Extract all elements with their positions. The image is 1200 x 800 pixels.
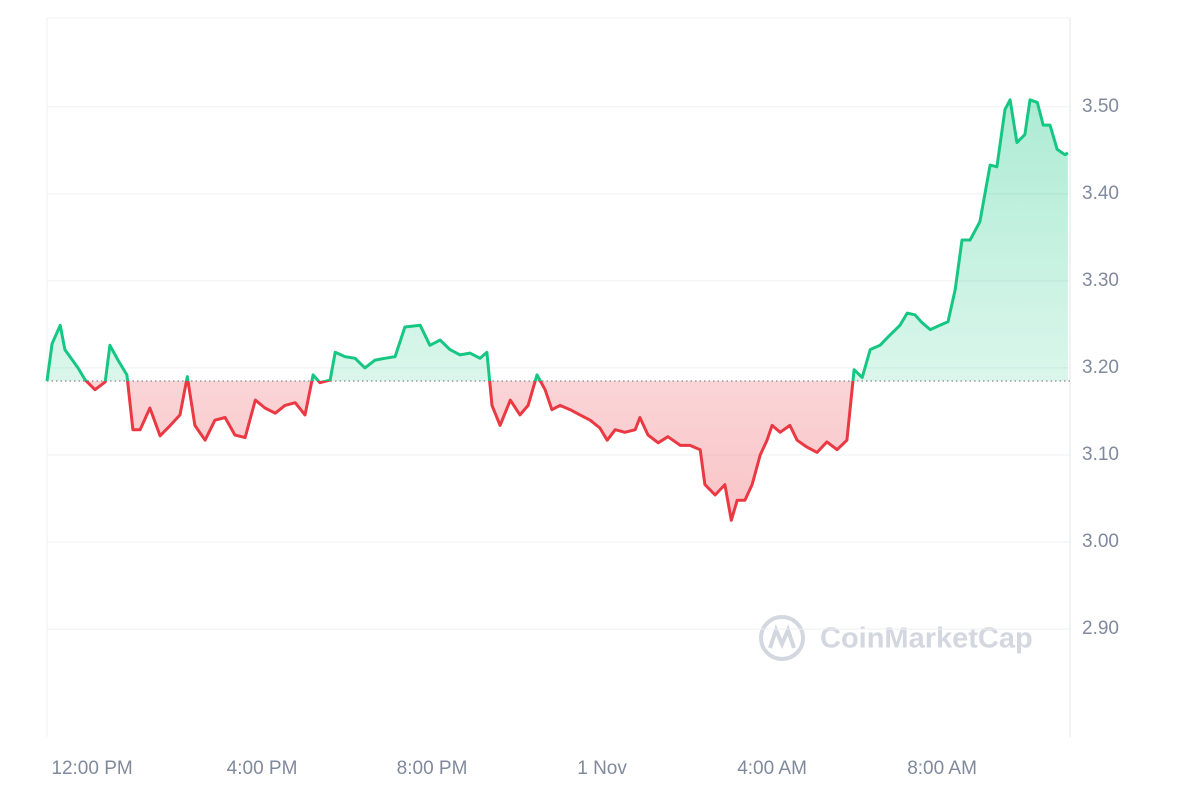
y-tick-label: 3.20 xyxy=(1082,357,1119,378)
x-tick-label: 8:00 PM xyxy=(397,758,468,779)
x-tick-label: 8:00 AM xyxy=(907,758,977,779)
y-tick-label: 3.50 xyxy=(1082,96,1119,117)
y-tick-label: 3.30 xyxy=(1082,270,1119,291)
area-up xyxy=(47,99,1068,381)
y-tick-label: 3.00 xyxy=(1082,531,1119,552)
y-tick-label: 2.90 xyxy=(1082,618,1119,639)
watermark-logo-mark xyxy=(768,624,796,650)
price-line-up xyxy=(45,98,1069,381)
watermark-text: CoinMarketCap xyxy=(820,623,1033,655)
y-tick-label: 3.10 xyxy=(1082,444,1119,465)
x-tick-label: 1 Nov xyxy=(577,758,627,779)
watermark: CoinMarketCap xyxy=(759,615,1033,661)
x-tick-label: 4:00 AM xyxy=(737,758,807,779)
watermark-logo xyxy=(759,615,805,661)
y-tick-label: 3.40 xyxy=(1082,183,1119,204)
area-down xyxy=(47,380,1068,521)
price-line-down xyxy=(46,380,855,522)
x-tick-label: 4:00 PM xyxy=(227,758,298,779)
x-tick-label: 12:00 PM xyxy=(51,758,132,779)
